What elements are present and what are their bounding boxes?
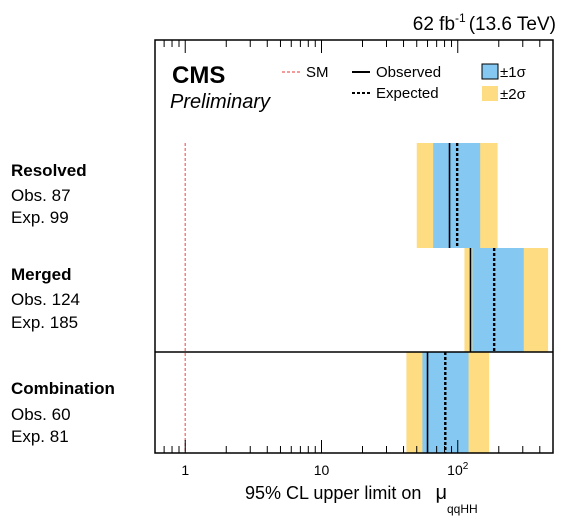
category-title-merged: Merged xyxy=(11,265,71,284)
legend-observed-label: Observed xyxy=(376,64,441,81)
legend-two-sigma-swatch xyxy=(482,86,498,101)
category-title-combination: Combination xyxy=(11,379,115,398)
lumi-energy-label: 62 fb-1 (13.6 TeV) xyxy=(413,11,556,35)
legend-expected-label: Expected xyxy=(376,85,439,102)
category-obs-resolved: Obs. 87 xyxy=(11,186,71,205)
one-sigma-band-merged xyxy=(472,248,524,352)
category-labels: Resolved Obs. 87 Exp. 99 Merged Obs. 124… xyxy=(11,161,115,446)
plot-frame xyxy=(154,39,554,454)
category-obs-merged: Obs. 124 xyxy=(11,290,80,309)
legend-sm-label: SM xyxy=(306,64,329,81)
category-title-resolved: Resolved xyxy=(11,161,87,180)
x-axis-ticks: 1 10 102 xyxy=(154,40,554,478)
x-tick-label: 1 xyxy=(181,462,189,478)
experiment-label: CMS xyxy=(172,62,225,89)
legend-one-sigma-label: ±1σ xyxy=(500,64,527,81)
band-layer xyxy=(406,143,549,453)
category-obs-combination: Obs. 60 xyxy=(11,405,71,424)
x-tick-label: 102 xyxy=(447,461,469,478)
legend-one-sigma-swatch xyxy=(481,63,499,80)
category-exp-resolved: Exp. 99 xyxy=(11,208,69,227)
legend-two-sigma-label: ±2σ xyxy=(500,86,527,103)
x-tick-label: 10 xyxy=(314,462,330,478)
x-axis-title: 95% CL upper limit on μqqHH xyxy=(245,482,478,516)
category-exp-combination: Exp. 81 xyxy=(11,427,69,446)
category-exp-merged: Exp. 185 xyxy=(11,313,78,332)
status-label: Preliminary xyxy=(170,91,271,113)
legend: SM Observed Expected ±1σ ±2σ xyxy=(282,63,527,103)
